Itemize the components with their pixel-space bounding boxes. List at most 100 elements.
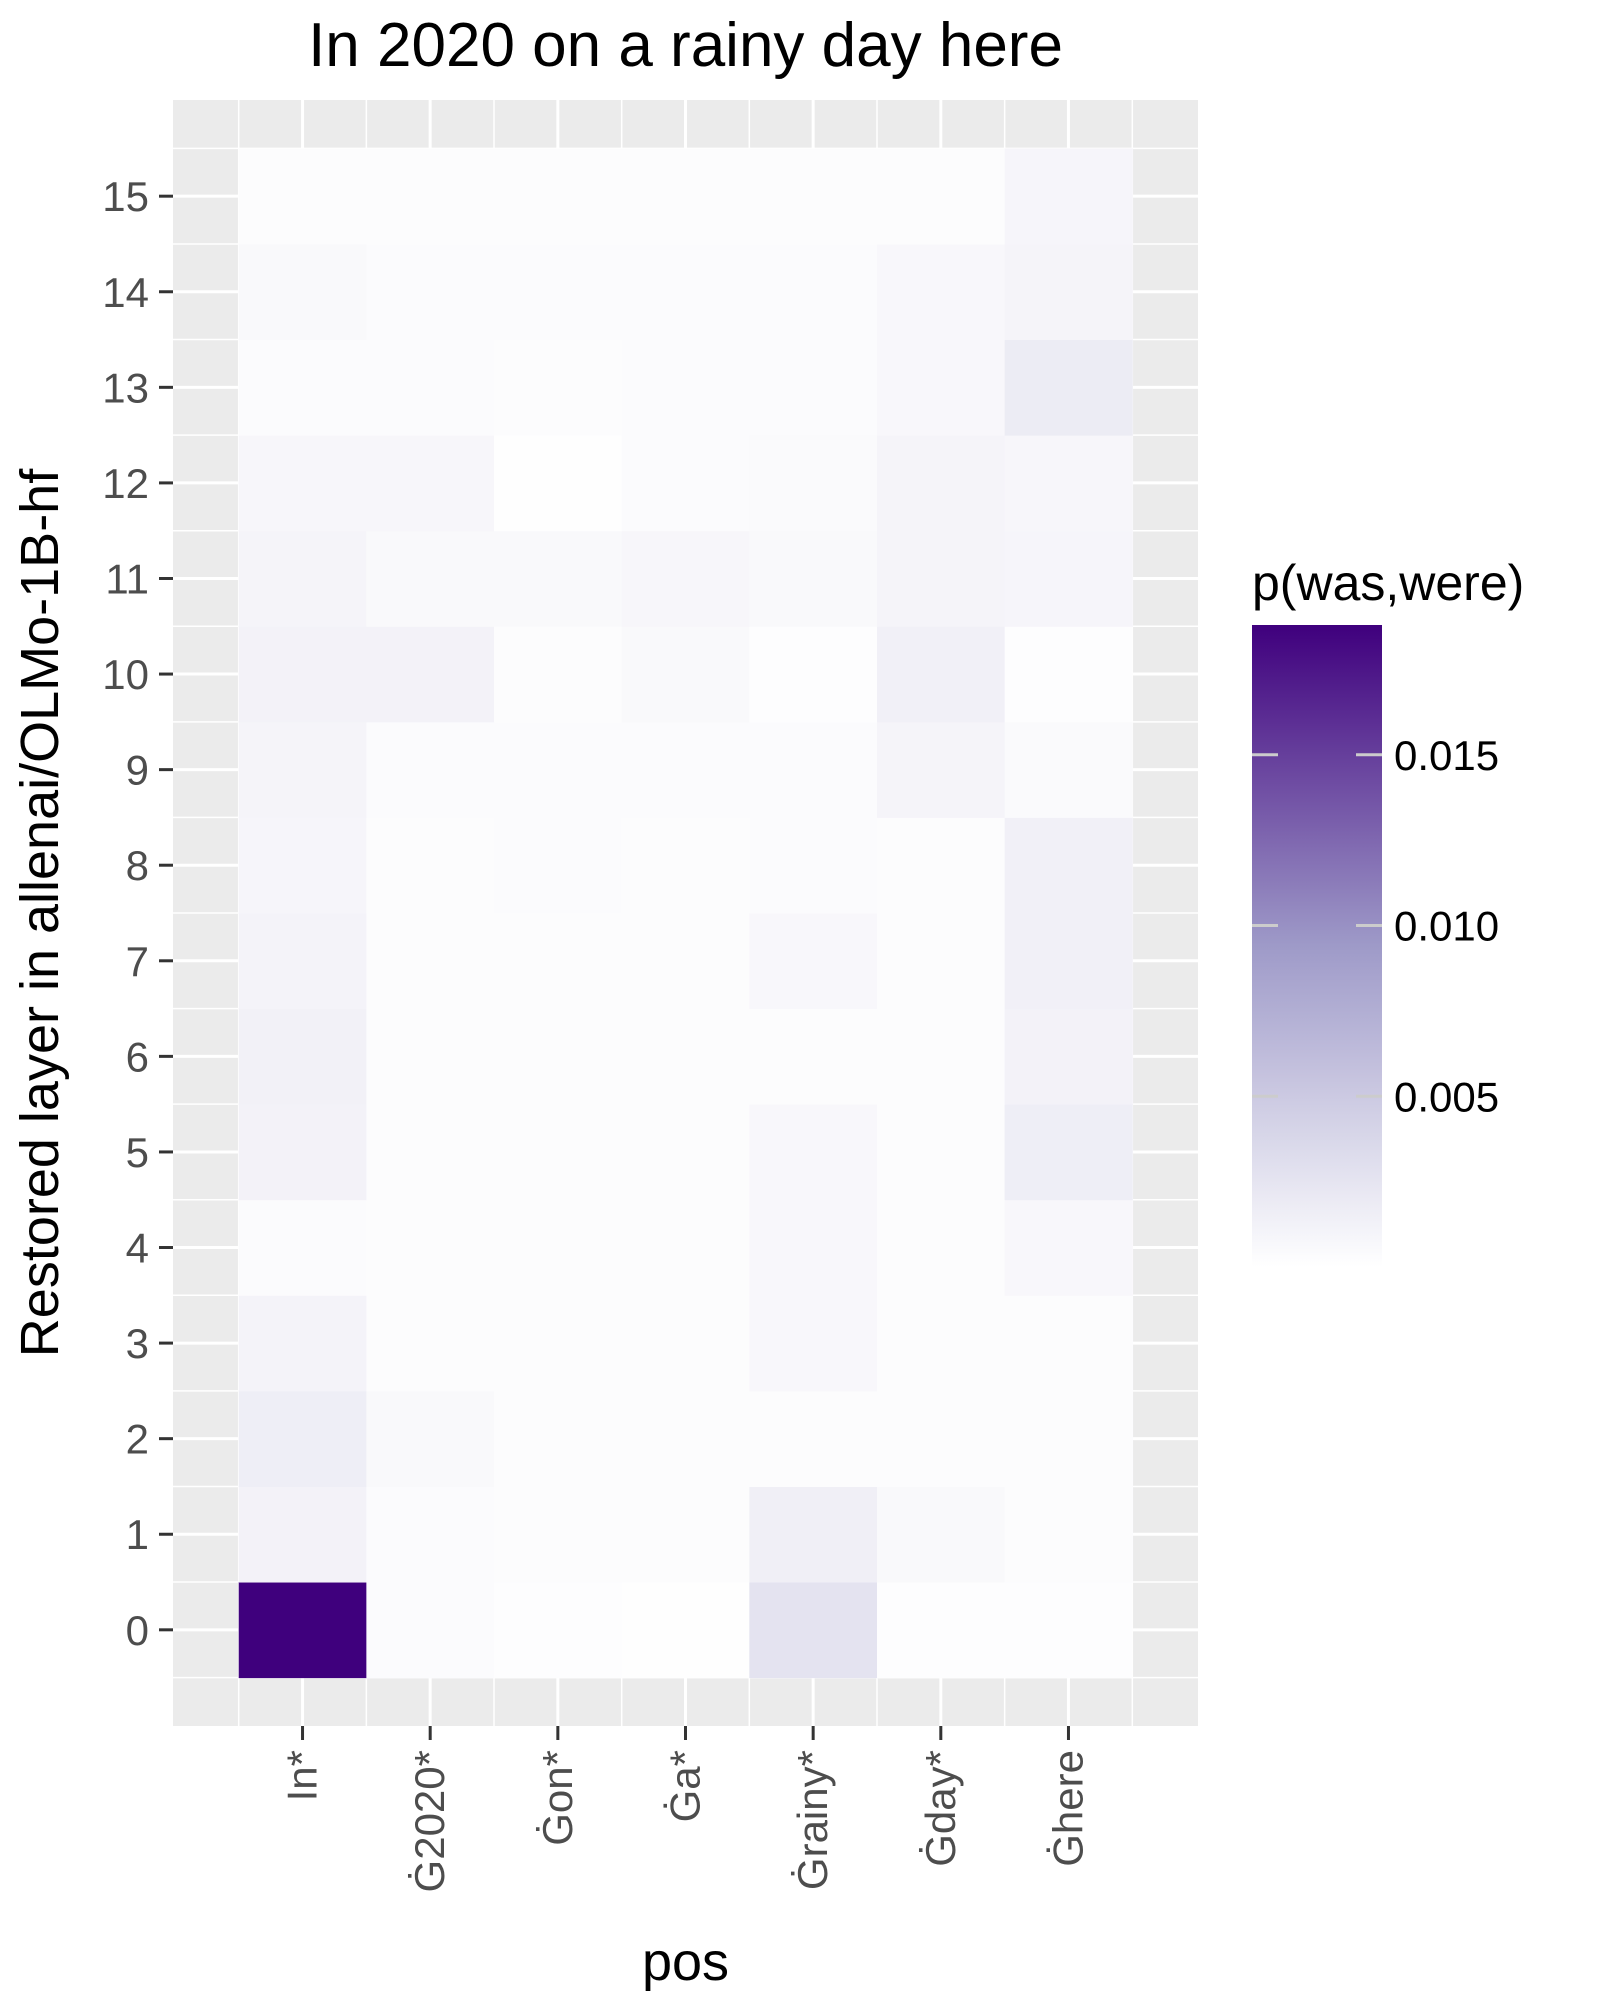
heatmap-cell xyxy=(238,626,367,723)
heatmap-cell xyxy=(1004,1582,1133,1679)
heatmap-cell xyxy=(876,1295,1006,1392)
heatmap-cell xyxy=(238,913,367,1010)
heatmap-cell xyxy=(1004,721,1133,818)
heatmap-cell xyxy=(749,1390,878,1487)
heatmap-cell xyxy=(876,435,1006,532)
heatmap-cell xyxy=(621,1295,750,1392)
heatmap-cell xyxy=(749,721,878,818)
heatmap-cell xyxy=(494,721,623,818)
heatmap-cell xyxy=(621,626,750,723)
heatmap-cell xyxy=(494,530,623,627)
heatmap-cell xyxy=(749,1008,878,1105)
heatmap-cell xyxy=(494,435,623,532)
y-tick-label: 5 xyxy=(126,1129,149,1176)
heatmap-cell xyxy=(366,1486,495,1583)
heatmap-cell xyxy=(621,339,750,436)
heatmap-cell xyxy=(876,817,1006,914)
heatmap-cell xyxy=(366,530,495,627)
heatmap-cell xyxy=(1004,1486,1133,1583)
heatmap-cell xyxy=(749,148,878,245)
heatmap-cell xyxy=(621,1486,750,1583)
heatmap-cell xyxy=(1004,1199,1133,1296)
heatmap-cell xyxy=(366,243,495,341)
heatmap-cell xyxy=(238,1008,367,1105)
heatmap-cell xyxy=(494,243,623,341)
heatmap-cell xyxy=(749,626,878,723)
heatmap-cell xyxy=(494,1295,623,1392)
heatmap-cell xyxy=(238,721,367,818)
y-tick-label: 12 xyxy=(102,460,149,507)
heatmap-cell xyxy=(494,1486,623,1583)
heatmap-cell xyxy=(876,148,1006,245)
x-tick-label: Ġday* xyxy=(917,1750,964,1867)
heatmap-cell xyxy=(1004,243,1133,341)
heatmap-cell xyxy=(366,626,495,723)
heatmap-cell xyxy=(1004,148,1133,245)
heatmap-cell xyxy=(1004,817,1133,914)
heatmap-cell xyxy=(494,626,623,723)
heatmap-cell xyxy=(238,339,367,436)
heatmap-cell xyxy=(876,626,1006,723)
y-tick-label: 4 xyxy=(126,1225,149,1272)
heatmap-cell xyxy=(876,1486,1006,1583)
x-axis: In* Ġ2020* Ġon* Ġa* Ġrainy* Ġday* Ġhere xyxy=(279,1726,1091,1892)
heatmap-cell xyxy=(238,148,367,245)
heatmap-cell xyxy=(749,1582,878,1679)
heatmap-cell xyxy=(494,1390,623,1487)
heatmap-cell xyxy=(366,913,495,1010)
heatmap-cell xyxy=(621,1390,750,1487)
y-tick-label: 15 xyxy=(102,173,149,220)
heatmap-cell xyxy=(876,1199,1006,1296)
heatmap-cell xyxy=(494,1008,623,1105)
heatmap-cell xyxy=(621,243,750,341)
heatmap-cell xyxy=(876,721,1006,818)
heatmap-cell xyxy=(749,530,878,627)
heatmap-cell xyxy=(749,1486,878,1583)
y-tick-label: 1 xyxy=(126,1511,149,1558)
heatmap-cell xyxy=(366,339,495,436)
y-tick-label: 7 xyxy=(126,938,149,985)
heatmap-cell xyxy=(749,1295,878,1392)
heatmap-cell xyxy=(1004,1008,1133,1105)
heatmap-cell xyxy=(494,1199,623,1296)
heatmap-cell xyxy=(749,817,878,914)
heatmap-cell xyxy=(876,243,1006,341)
heatmap-cell xyxy=(1004,530,1133,627)
x-tick-label: Ġa* xyxy=(662,1750,709,1822)
heatmap-cell xyxy=(876,339,1006,436)
heatmap-cell xyxy=(621,817,750,914)
heatmap-cell xyxy=(621,530,750,627)
x-tick-label: Ġ2020* xyxy=(406,1750,453,1892)
heatmap-cell xyxy=(238,530,367,627)
heatmap-cell xyxy=(749,339,878,436)
heatmap-cell xyxy=(238,435,367,532)
heatmap-cell xyxy=(494,148,623,245)
heatmap-cells xyxy=(238,148,1133,1679)
heatmap-cell xyxy=(366,1390,495,1487)
legend-title: p(was,were) xyxy=(1252,555,1524,611)
heatmap-cell xyxy=(238,1295,367,1392)
heatmap-cell xyxy=(366,1295,495,1392)
heatmap-cell xyxy=(1004,626,1133,723)
chart-title: In 2020 on a rainy day here xyxy=(308,11,1063,80)
heatmap-cell xyxy=(876,530,1006,627)
x-tick-label: Ġhere xyxy=(1044,1750,1091,1867)
heatmap-cell xyxy=(621,148,750,245)
legend-tick-label: 0.015 xyxy=(1394,732,1499,779)
heatmap-cell xyxy=(1004,1104,1133,1201)
heatmap-cell xyxy=(494,817,623,914)
legend-tick-label: 0.005 xyxy=(1394,1073,1499,1120)
heatmap-cell xyxy=(749,913,878,1010)
heatmap-cell xyxy=(1004,339,1133,436)
heatmap-cell xyxy=(1004,1295,1133,1392)
heatmap-cell xyxy=(238,1486,367,1583)
heatmap-cell xyxy=(238,817,367,914)
heatmap-cell xyxy=(876,1008,1006,1105)
y-tick-label: 9 xyxy=(126,747,149,794)
heatmap-cell xyxy=(238,1390,367,1487)
heatmap-cell xyxy=(876,1104,1006,1201)
heatmap-cell xyxy=(749,1199,878,1296)
y-tick-label: 11 xyxy=(105,555,149,602)
